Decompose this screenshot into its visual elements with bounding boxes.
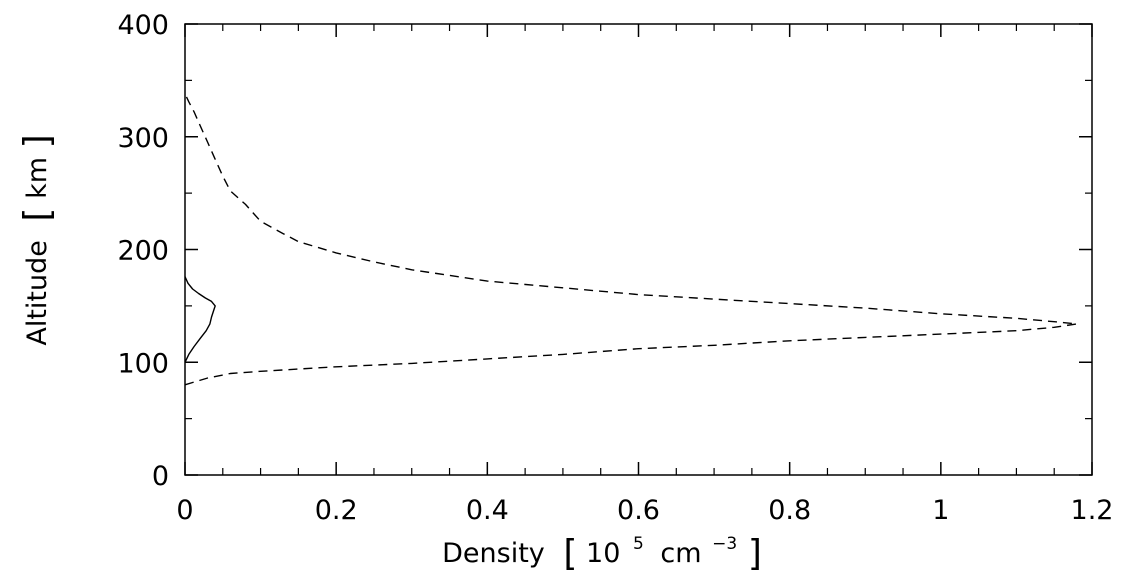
data-series bbox=[184, 93, 1078, 386]
x-tick-label: 0.4 bbox=[466, 495, 509, 526]
y-axis-unit: km bbox=[22, 157, 53, 199]
x-axis-unit-exponent: −3 bbox=[712, 534, 737, 554]
y-axis-close-bracket: ] bbox=[17, 134, 58, 148]
solid-series-line bbox=[184, 276, 216, 363]
y-tick-label: 0 bbox=[152, 461, 169, 492]
x-tick-label: 0 bbox=[176, 495, 193, 526]
dashed-series-line bbox=[184, 93, 1078, 386]
y-tick-label: 100 bbox=[117, 348, 169, 379]
x-axis-title: Density [ 10 5 cm −3 ] bbox=[442, 525, 762, 574]
axis-tick-labels: 0 0.2 0.4 0.6 0.8 1 1.2 0 100 200 300 400 bbox=[117, 10, 1113, 526]
x-axis-unit: cm bbox=[660, 538, 701, 569]
x-tick-label: 0.6 bbox=[617, 495, 660, 526]
x-tick-label: 0.8 bbox=[768, 495, 811, 526]
x-axis-base: 10 bbox=[586, 538, 620, 569]
x-tick-label: 1.2 bbox=[1071, 495, 1114, 526]
x-axis-base-exponent: 5 bbox=[633, 534, 644, 554]
y-axis-title-prefix: Altitude bbox=[22, 240, 53, 346]
y-axis-open-bracket: [ bbox=[17, 208, 58, 222]
x-axis-close-bracket: ] bbox=[748, 533, 762, 574]
axis-ticks bbox=[184, 23, 1093, 476]
x-axis-open-bracket: [ bbox=[563, 533, 577, 574]
y-tick-label: 200 bbox=[117, 236, 169, 267]
y-tick-label: 400 bbox=[117, 10, 169, 41]
x-axis-title-prefix: Density bbox=[442, 538, 545, 569]
y-axis-title: Altitude [ km ] bbox=[17, 134, 58, 345]
y-tick-label: 300 bbox=[117, 123, 169, 154]
x-tick-label: 1 bbox=[932, 495, 949, 526]
x-tick-label: 0.2 bbox=[315, 495, 358, 526]
plot-frame bbox=[184, 23, 1093, 476]
